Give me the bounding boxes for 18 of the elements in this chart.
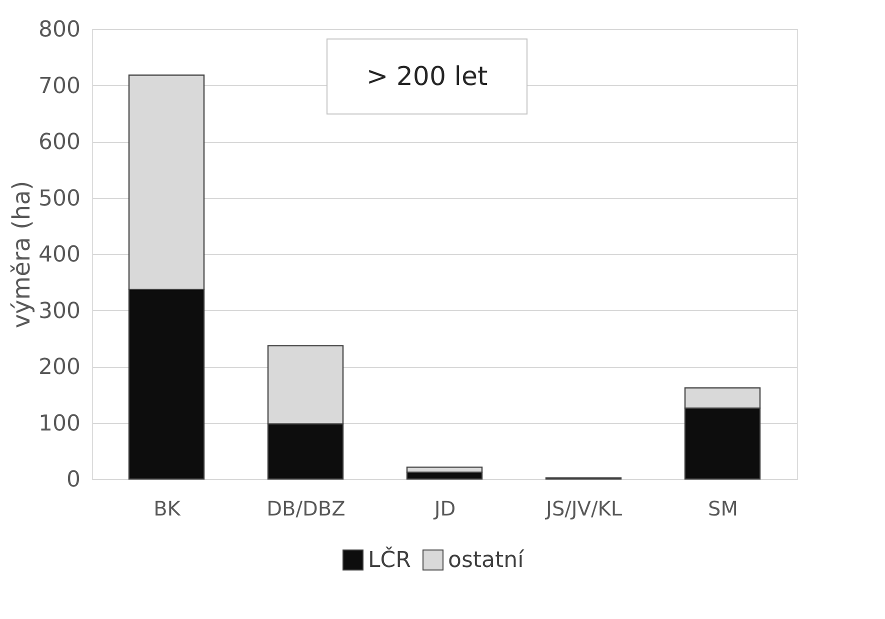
x-tick-label: BK <box>154 496 182 520</box>
y-tick-label: 500 <box>38 186 80 212</box>
y-tick-label: 700 <box>38 74 80 99</box>
x-tick-label: SM <box>708 496 738 520</box>
y-tick-label: 0 <box>66 468 80 492</box>
y-tick-label: 100 <box>38 411 80 436</box>
x-tick-label: JD <box>432 496 456 520</box>
y-tick-label: 200 <box>38 355 80 380</box>
y-tick-label: 800 <box>38 18 80 42</box>
y-tick-label: 300 <box>38 298 80 324</box>
x-tick-label: JS/JV/KL <box>544 496 623 520</box>
y-axis-title: výměra (ha) <box>8 180 36 328</box>
y-tick-label: 400 <box>38 242 80 268</box>
legend-label: LČR <box>368 546 411 573</box>
x-tick-label: DB/DBZ <box>266 496 346 520</box>
legend-label: ostatní <box>448 548 525 573</box>
text: > 200 let <box>366 62 488 92</box>
y-tick-label: 600 <box>38 130 80 155</box>
